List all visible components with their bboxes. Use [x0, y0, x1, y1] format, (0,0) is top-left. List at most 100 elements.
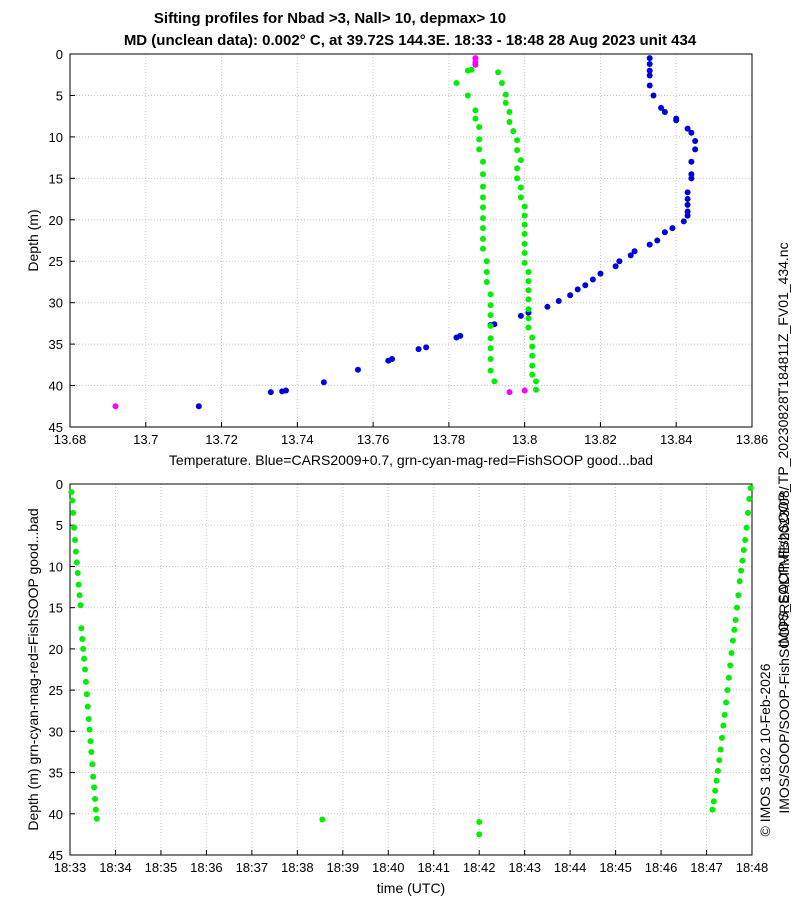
- data-point-good: [93, 815, 100, 822]
- data-point-good: [733, 604, 740, 611]
- x-tick-label: 18:47: [690, 860, 723, 875]
- data-point-good: [472, 107, 479, 114]
- data-point-cars: [354, 366, 361, 373]
- data-point-good: [498, 80, 505, 87]
- data-point-good: [521, 259, 528, 266]
- data-point-good: [85, 715, 92, 722]
- x-tick-label: 18:45: [599, 860, 632, 875]
- data-point-good: [502, 99, 509, 106]
- data-point-good: [476, 819, 483, 826]
- data-point-good: [92, 806, 99, 813]
- y-tick-label: 0: [56, 477, 63, 492]
- chart-title-line1: Sifting profiles for Nbad >3, Nall> 10, …: [153, 10, 507, 27]
- data-point-good: [521, 212, 528, 219]
- data-point-good: [525, 296, 532, 303]
- data-point-good: [82, 678, 89, 685]
- y-tick-label: 10: [49, 559, 63, 574]
- data-point-good: [72, 537, 79, 544]
- data-point-cars: [597, 270, 604, 277]
- data-point-cars: [320, 379, 327, 386]
- data-point-cars: [612, 263, 619, 270]
- y-tick-label: 40: [49, 807, 63, 822]
- data-point-good: [529, 362, 536, 369]
- data-point-cars: [646, 67, 653, 74]
- data-point-good: [529, 352, 536, 359]
- y-tick-label: 45: [49, 848, 63, 863]
- data-point-cars: [650, 92, 657, 99]
- y-tick-label: 15: [49, 171, 63, 186]
- data-point-cars: [646, 60, 653, 67]
- data-point-good: [521, 221, 528, 228]
- data-point-good: [720, 722, 727, 729]
- data-point-cars: [658, 104, 665, 111]
- side-file-label: IMOS_SOOP-FishSOOP_TP_20230828T184811Z_F…: [775, 242, 791, 647]
- data-point-cars: [692, 138, 699, 145]
- data-point-good: [525, 287, 532, 294]
- data-point-bad: [472, 61, 479, 68]
- x-tick-label: 18:44: [554, 860, 587, 875]
- data-point-good: [517, 157, 524, 164]
- x-tick-label: 18:43: [508, 860, 541, 875]
- data-point-good: [736, 578, 743, 585]
- data-point-cars: [688, 158, 695, 165]
- data-point-cars: [684, 208, 691, 215]
- data-point-good: [479, 158, 486, 165]
- x-tick-label: 18:36: [190, 860, 223, 875]
- data-point-good: [514, 147, 521, 154]
- data-point-good: [729, 637, 736, 644]
- data-point-cars: [646, 82, 653, 89]
- data-point-cars: [684, 196, 691, 203]
- data-point-good: [487, 322, 494, 329]
- data-point-good: [476, 136, 483, 143]
- data-point-bad: [472, 55, 479, 62]
- y-tick-label: 25: [49, 683, 63, 698]
- data-point-cars: [582, 282, 589, 289]
- y-tick-label: 15: [49, 601, 63, 616]
- data-point-cars: [684, 125, 691, 132]
- data-point-good: [742, 537, 749, 544]
- x-tick-label: 13.68: [54, 432, 87, 447]
- data-point-good: [717, 746, 724, 753]
- x-tick-label: 13.8: [512, 432, 537, 447]
- data-point-good: [464, 67, 471, 74]
- data-point-good: [487, 367, 494, 374]
- data-point-good: [517, 184, 524, 191]
- data-point-cars: [627, 252, 634, 259]
- data-point-bad: [112, 403, 119, 410]
- data-point-cars: [385, 357, 392, 364]
- data-point-cars: [688, 171, 695, 178]
- side-credit-label: © IMOS 18:02 10-Feb-2026: [757, 663, 773, 836]
- data-point-good: [72, 548, 79, 555]
- data-point-good: [525, 268, 532, 275]
- x-tick-label: 13.74: [281, 432, 314, 447]
- x-tick-label: 13.82: [584, 432, 617, 447]
- y-tick-label: 40: [49, 379, 63, 394]
- data-point-cars: [555, 298, 562, 305]
- x-tick-label: 18:38: [281, 860, 314, 875]
- data-point-good: [510, 128, 517, 135]
- data-point-cars: [631, 248, 638, 255]
- data-point-good: [723, 699, 730, 706]
- data-point-good: [319, 816, 326, 823]
- data-point-good: [718, 734, 725, 741]
- data-point-good: [716, 757, 723, 764]
- data-point-good: [479, 245, 486, 252]
- data-point-good: [713, 777, 720, 784]
- data-point-good: [721, 711, 728, 718]
- data-point-good: [464, 92, 471, 99]
- side-path-label: IMOS/SOOP/SOOP-FishSOOP/REALTIME/2023/08…: [776, 486, 792, 813]
- data-point-cars: [646, 72, 653, 79]
- data-point-good: [472, 115, 479, 122]
- data-point-good: [487, 345, 494, 352]
- data-point-cars: [567, 292, 574, 299]
- data-point-good: [92, 795, 99, 802]
- data-point-bad: [521, 387, 528, 394]
- data-point-good: [714, 767, 721, 774]
- data-point-cars: [574, 286, 581, 293]
- x-tick-label: 18:42: [463, 860, 496, 875]
- x-tick-label: 18:40: [372, 860, 405, 875]
- data-point-good: [491, 378, 498, 385]
- y-tick-label: 5: [56, 88, 63, 103]
- data-point-cars: [423, 344, 430, 351]
- data-point-good: [77, 602, 84, 609]
